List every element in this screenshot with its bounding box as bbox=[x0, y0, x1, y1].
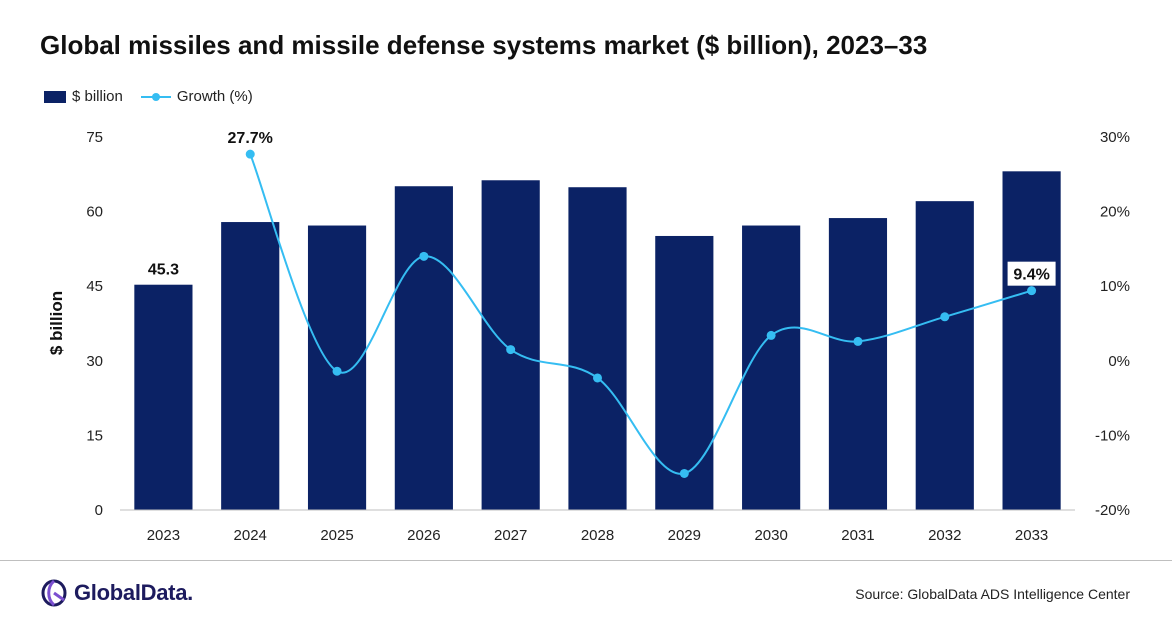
x-tick-label: 2024 bbox=[234, 527, 267, 544]
growth-point-2031 bbox=[853, 336, 863, 346]
y-axis-label: $ billion bbox=[47, 291, 66, 355]
y2-tick-label: 10% bbox=[1100, 278, 1130, 295]
logo-wordmark: GlobalData. bbox=[74, 580, 193, 605]
y2-tick-label: -10% bbox=[1095, 427, 1130, 444]
y-tick-label: 15 bbox=[86, 427, 103, 444]
data-label-background bbox=[1007, 261, 1056, 286]
bar-2033 bbox=[1002, 171, 1061, 511]
legend-label-growth: Growth (%) bbox=[176, 88, 253, 105]
y-tick-label: 60 bbox=[86, 204, 103, 221]
y2-tick-label: 30% bbox=[1100, 129, 1130, 146]
x-tick-label: 2032 bbox=[928, 527, 961, 544]
bar-2030 bbox=[742, 225, 801, 510]
y2-tick-label: -20% bbox=[1095, 502, 1130, 519]
bar-2028 bbox=[568, 187, 627, 511]
bar-2023 bbox=[134, 284, 193, 510]
x-tick-label: 2029 bbox=[668, 527, 701, 544]
legend: $ billion Growth (%) bbox=[44, 88, 253, 105]
legend-label-billion: $ billion bbox=[72, 88, 123, 105]
bar-2024 bbox=[221, 222, 280, 510]
x-tick-label: 2031 bbox=[841, 527, 874, 544]
footer-divider bbox=[0, 560, 1172, 561]
x-tick-label: 2023 bbox=[147, 527, 180, 544]
x-tick-label: 2025 bbox=[320, 527, 353, 544]
x-tick-label: 2033 bbox=[1015, 527, 1048, 544]
y-tick-label: 45 bbox=[86, 278, 103, 295]
growth-series-line bbox=[249, 153, 1032, 475]
growth-point-2030 bbox=[766, 330, 776, 340]
x-tick-label: 2026 bbox=[407, 527, 440, 544]
source-note: Source: GlobalData ADS Intelligence Cent… bbox=[855, 586, 1130, 602]
x-tick-label: 2028 bbox=[581, 527, 614, 544]
data-label: 27.7% bbox=[228, 130, 273, 147]
bar-2032 bbox=[915, 201, 974, 510]
growth-point-2024 bbox=[245, 149, 255, 159]
growth-point-2029 bbox=[679, 468, 689, 478]
bar-2029 bbox=[655, 235, 714, 510]
globaldata-logo: GlobalData. bbox=[40, 578, 193, 608]
combo-chart: 0 15 30 45 60 75 -20% -10% 0% 10% 20% 30% 2023 2024… bbox=[47, 129, 1130, 544]
y-tick-label: 75 bbox=[86, 129, 103, 146]
y-tick-label: 0 bbox=[95, 502, 103, 519]
y2-tick-label: 0% bbox=[1108, 353, 1130, 370]
growth-point-2027 bbox=[506, 345, 516, 355]
x-tick-label: 2027 bbox=[494, 527, 527, 544]
globaldata-logo-icon bbox=[41, 579, 67, 607]
x-tick-label: 2030 bbox=[754, 527, 787, 544]
chart-title: Global missiles and missile defense syst… bbox=[40, 30, 928, 60]
legend-bar-swatch bbox=[44, 90, 66, 103]
bar-2031 bbox=[828, 218, 888, 510]
legend-item-billion: $ billion bbox=[44, 88, 123, 105]
y2-tick-label: 20% bbox=[1100, 204, 1130, 221]
data-label: 9.4% bbox=[1013, 267, 1049, 284]
legend-item-growth: Growth (%) bbox=[140, 88, 253, 105]
growth-point-2026 bbox=[419, 251, 429, 261]
growth-point-2028 bbox=[593, 373, 602, 383]
growth-point-2032 bbox=[940, 312, 950, 322]
bar-2026 bbox=[394, 186, 453, 510]
data-label: 45.3 bbox=[148, 262, 179, 279]
growth-point-2025 bbox=[332, 366, 342, 376]
growth-point-2033 bbox=[1027, 286, 1037, 296]
y-tick-label: 30 bbox=[86, 353, 103, 370]
legend-line-swatch bbox=[140, 92, 171, 101]
